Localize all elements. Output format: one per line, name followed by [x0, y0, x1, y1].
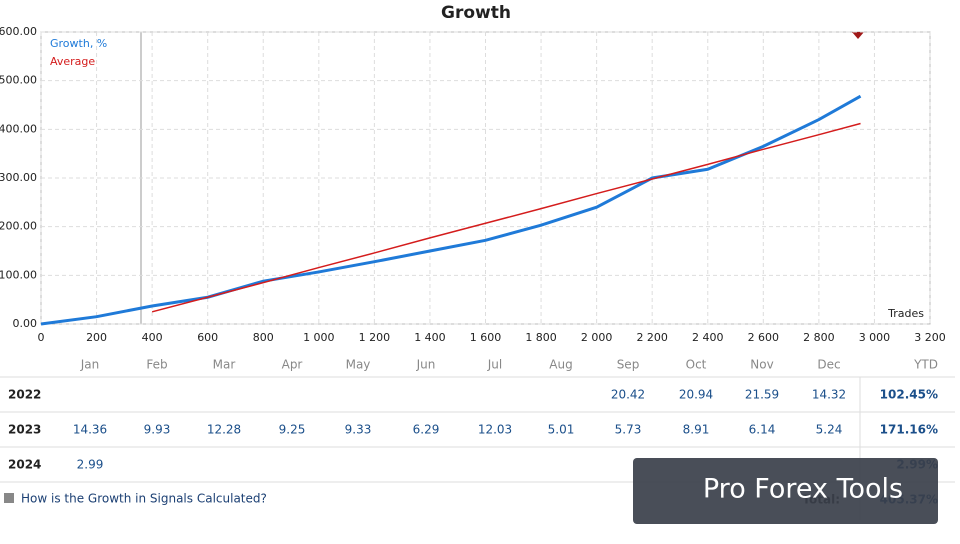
cell: 9.33: [345, 423, 372, 437]
column-header: Jan: [80, 358, 100, 372]
row-year: 2022: [8, 388, 41, 402]
x-tick-label: 2 800: [803, 331, 835, 344]
column-header: Oct: [686, 358, 707, 372]
chart-title: Growth: [441, 3, 511, 23]
watermark-box: [633, 458, 938, 524]
x-tick-label: 3 200: [914, 331, 946, 344]
series-line: [40, 94, 862, 326]
cell: 9.93: [144, 423, 171, 437]
column-header: Sep: [617, 358, 640, 372]
column-header: Jul: [487, 358, 502, 372]
cell: 9.25: [279, 423, 306, 437]
y-tick-label: 200.00: [0, 220, 37, 233]
legend-entry: Growth, %: [50, 37, 107, 50]
cell: 102.45%: [880, 388, 938, 402]
x-tick-label: 1 800: [525, 331, 557, 344]
cell: 171.16%: [880, 423, 938, 437]
cell: 8.91: [683, 423, 710, 437]
y-tick-label: 0.00: [13, 317, 38, 330]
y-tick-label: 400.00: [0, 122, 37, 135]
series-line: [151, 122, 861, 313]
cell: 20.94: [679, 388, 713, 402]
cell: 2.99: [77, 458, 104, 472]
y-tick-label: 100.00: [0, 268, 37, 281]
y-tick-label: 300.00: [0, 171, 37, 184]
x-tick-label: 3 000: [859, 331, 891, 344]
x-tick-label: 800: [253, 331, 274, 344]
x-axis-label: Trades: [887, 307, 924, 320]
x-tick-label: 2 000: [581, 331, 613, 344]
link-icon: [4, 493, 14, 503]
chart: 0.00 100.00 200.00 300.00 400.00 500.00 600.00…: [0, 25, 946, 344]
cell: 20.42: [611, 388, 645, 402]
x-tick-label: 2 400: [692, 331, 724, 344]
y-tick-label: 500.00: [0, 74, 37, 87]
x-tick-label: 200: [86, 331, 107, 344]
cell: 5.73: [615, 423, 642, 437]
column-header: YTD: [913, 358, 938, 372]
marker: [852, 32, 864, 39]
x-tick-label: 2 600: [748, 331, 780, 344]
x-tick-label: 1 600: [470, 331, 502, 344]
row-year: 2024: [8, 458, 41, 472]
column-header: May: [346, 358, 371, 372]
cell: 21.59: [745, 388, 779, 402]
cell: 14.36: [73, 423, 107, 437]
column-header: Jun: [416, 358, 436, 372]
cell: 6.14: [749, 423, 776, 437]
cell: 5.24: [816, 423, 843, 437]
cell: 6.29: [413, 423, 440, 437]
x-tick-label: 2 200: [636, 331, 668, 344]
column-header: Nov: [750, 358, 773, 372]
cell: 12.28: [207, 423, 241, 437]
x-tick-label: 1 000: [303, 331, 335, 344]
column-header: Feb: [146, 358, 167, 372]
x-tick-label: 600: [197, 331, 218, 344]
column-header: Apr: [282, 358, 303, 372]
help-link[interactable]: How is the Growth in Signals Calculated?: [21, 492, 267, 506]
x-tick-label: 1 400: [414, 331, 446, 344]
row-year: 2023: [8, 423, 41, 437]
watermark: Pro Forex Tools: [703, 474, 903, 505]
cell: 12.03: [478, 423, 512, 437]
x-tick-label: 0: [38, 331, 45, 344]
cell: 14.32: [812, 388, 846, 402]
cell: 5.01: [548, 423, 575, 437]
y-tick-label: 600.00: [0, 25, 37, 38]
x-tick-label: 400: [142, 331, 163, 344]
column-header: Aug: [549, 358, 572, 372]
column-header: Dec: [817, 358, 840, 372]
x-tick-label: 1 200: [359, 331, 391, 344]
column-header: Mar: [213, 358, 236, 372]
legend-entry: Average: [50, 55, 95, 68]
